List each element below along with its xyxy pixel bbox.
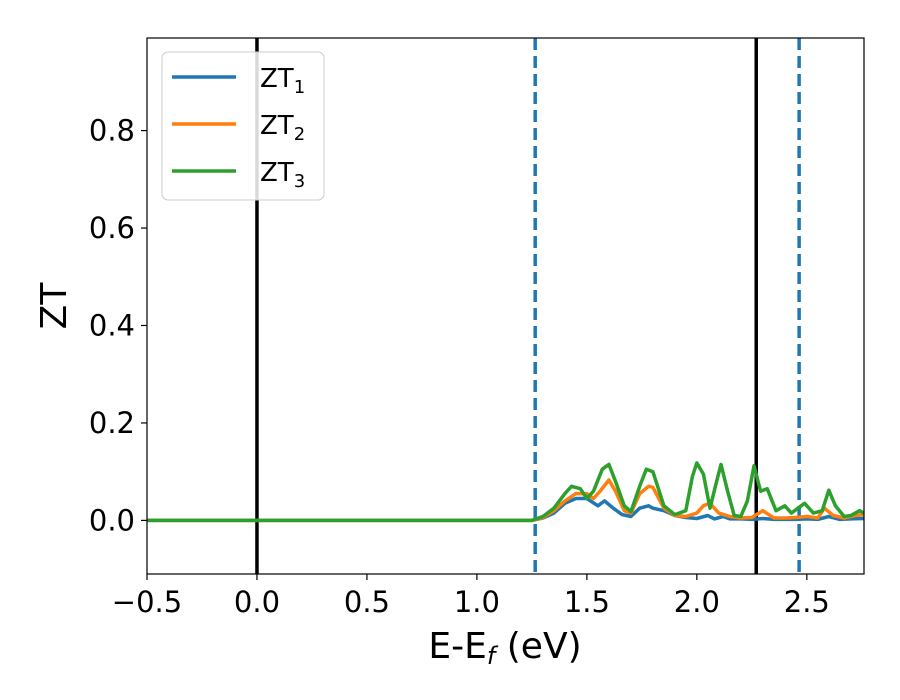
x-tick-label: 2.5: [784, 585, 830, 619]
series-line-3: [147, 461, 864, 523]
y-tick-label: 0.0: [89, 503, 135, 537]
series-lines: [147, 461, 864, 523]
legend-box: [161, 51, 325, 201]
vertical-reference-lines: [255, 38, 801, 574]
plot-frame: [146, 37, 865, 575]
x-tick-label: 2.0: [674, 585, 720, 619]
y-tick-label: 0.2: [89, 406, 135, 440]
y-tick-label: 0.4: [89, 308, 135, 342]
legend-label-2: ZT2: [260, 111, 305, 145]
x-axis-label: E-Ef (eV): [428, 626, 581, 670]
y-tick-label: 0.6: [89, 211, 135, 245]
x-axis-ticks: −0.5 0.0 0.5 1.0 1.5 2.0 2.5: [112, 574, 830, 619]
x-tick-label: 0.5: [344, 585, 390, 619]
x-tick-label: 0.0: [234, 585, 280, 619]
x-tick-label: 1.0: [454, 585, 500, 619]
legend: ZT1 ZT2 ZT3: [161, 51, 325, 201]
legend-label-1: ZT1: [260, 64, 305, 98]
legend-label-3: ZT3: [260, 158, 305, 192]
x-tick-label: 1.5: [564, 585, 610, 619]
y-axis-label: ZT: [34, 282, 75, 330]
y-axis-ticks: 0.0 0.2 0.4 0.6 0.8: [89, 114, 147, 537]
x-tick-label: −0.5: [112, 585, 182, 619]
series-line-2: [147, 478, 864, 523]
y-tick-label: 0.8: [89, 114, 135, 148]
